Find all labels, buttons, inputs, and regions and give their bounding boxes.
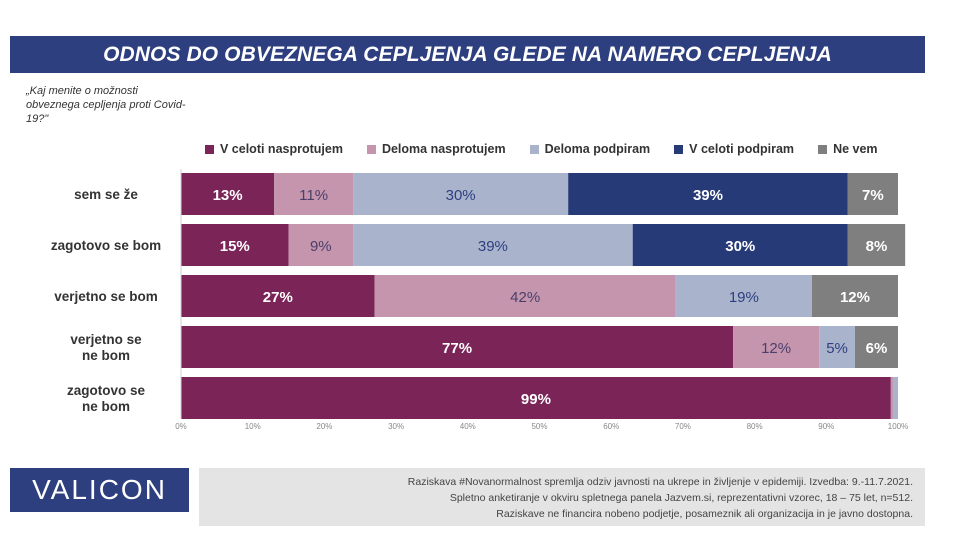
- x-tick-label: 60%: [603, 422, 619, 431]
- x-tick-label: 80%: [747, 422, 763, 431]
- x-tick-label: 70%: [675, 422, 691, 431]
- category-label: verjetno se: [70, 332, 142, 347]
- bar-segment: [733, 326, 820, 368]
- data-label: 8%: [866, 238, 888, 255]
- legend-label: Deloma podpiram: [544, 142, 651, 156]
- data-label: 12%: [840, 289, 870, 306]
- data-label: 5%: [826, 340, 848, 357]
- x-tick-label: 90%: [818, 422, 834, 431]
- bar-segment: [854, 326, 898, 368]
- legend-label: V celoti nasprotujem: [220, 142, 343, 156]
- x-tick-label: 50%: [531, 422, 547, 431]
- footer-note: Raziskava #Novanormalnost spremlja odziv…: [199, 468, 925, 526]
- category-label: zagotovo se bom: [51, 238, 161, 253]
- data-label: 9%: [310, 238, 332, 255]
- survey-question: „Kaj menite o možnosti obveznega cepljen…: [26, 85, 186, 125]
- footer-line-3: Raziskave ne financira nobeno podjetje, …: [496, 508, 913, 520]
- bar-segment: [847, 173, 898, 215]
- data-label: 6%: [866, 340, 888, 357]
- bar-segment: [568, 173, 848, 215]
- legend-item: Deloma nasprotujem: [366, 142, 506, 156]
- x-tick-label: 100%: [888, 422, 908, 431]
- chart-title: ODNOS DO OBVEZNEGA CEPLJENJA GLEDE NA NA…: [103, 42, 832, 66]
- data-label: 15%: [220, 238, 250, 255]
- data-label: 99%: [521, 391, 551, 408]
- brand-name: VALICON: [32, 474, 167, 505]
- category-label: sem se že: [74, 187, 138, 202]
- data-label: 27%: [263, 289, 293, 306]
- data-label: 30%: [446, 187, 476, 204]
- legend-label: V celoti podpiram: [689, 142, 795, 156]
- legend-label: Deloma nasprotujem: [381, 142, 506, 156]
- data-label: 11%: [299, 187, 328, 204]
- brand-logo: VALICON: [10, 468, 189, 512]
- legend-swatch: [205, 144, 214, 154]
- bar-segment: [181, 173, 275, 215]
- bar-segment: [847, 224, 906, 266]
- x-tick-label: 20%: [316, 422, 332, 431]
- legend-swatch: [529, 144, 539, 154]
- title-bar: ODNOS DO OBVEZNEGA CEPLJENJA GLEDE NA NA…: [10, 36, 925, 73]
- data-label: 7%: [862, 187, 884, 204]
- x-tick-label: 40%: [460, 422, 476, 431]
- footer-line-2: Spletno anketiranje v okviru spletnega p…: [449, 492, 913, 504]
- legend-swatch: [818, 144, 828, 154]
- footer-line-1: Raziskava #Novanormalnost spremlja odziv…: [407, 476, 913, 488]
- legend-label: Ne vem: [833, 142, 878, 156]
- bar-segment: [181, 377, 891, 419]
- legend-swatch: [674, 144, 684, 154]
- data-label: 39%: [693, 187, 723, 204]
- category-label: ne bom: [82, 348, 130, 363]
- bar-segment: [811, 275, 898, 317]
- category-label: ne bom: [82, 399, 130, 414]
- bar-segment: [374, 275, 676, 317]
- bar-segment: [353, 224, 633, 266]
- bar-segment: [819, 326, 855, 368]
- category-label: verjetno se bom: [54, 289, 158, 304]
- data-label: 12%: [761, 340, 791, 357]
- bar-segment: [353, 173, 569, 215]
- bar-segment: [274, 173, 354, 215]
- data-label: 13%: [213, 187, 243, 204]
- legend-item: Ne vem: [818, 142, 878, 156]
- x-tick-label: 30%: [388, 422, 404, 431]
- data-label: 19%: [729, 289, 759, 306]
- legend-item: V celoti nasprotujem: [205, 142, 343, 156]
- data-label: 42%: [510, 289, 540, 306]
- bar-segment: [890, 377, 893, 419]
- bar-segment: [892, 377, 898, 419]
- bar-segment: [675, 275, 812, 317]
- legend-item: V celoti podpiram: [674, 142, 794, 156]
- legend: V celoti nasprotujem Deloma nasprotujem De…: [205, 142, 878, 156]
- bar-segment: [632, 224, 848, 266]
- bar-segment: [181, 224, 289, 266]
- data-label: 77%: [442, 340, 472, 357]
- data-label: 30%: [725, 238, 755, 255]
- x-tick-label: 10%: [245, 422, 261, 431]
- bar-segment: [288, 224, 354, 266]
- data-label: 39%: [478, 238, 508, 255]
- category-label: zagotovo se: [67, 383, 146, 398]
- bar-segment: [181, 326, 734, 368]
- x-tick-label: 0%: [175, 422, 187, 431]
- legend-swatch: [366, 144, 376, 154]
- legend-item: Deloma podpiram: [529, 142, 651, 156]
- bar-segment: [181, 275, 375, 317]
